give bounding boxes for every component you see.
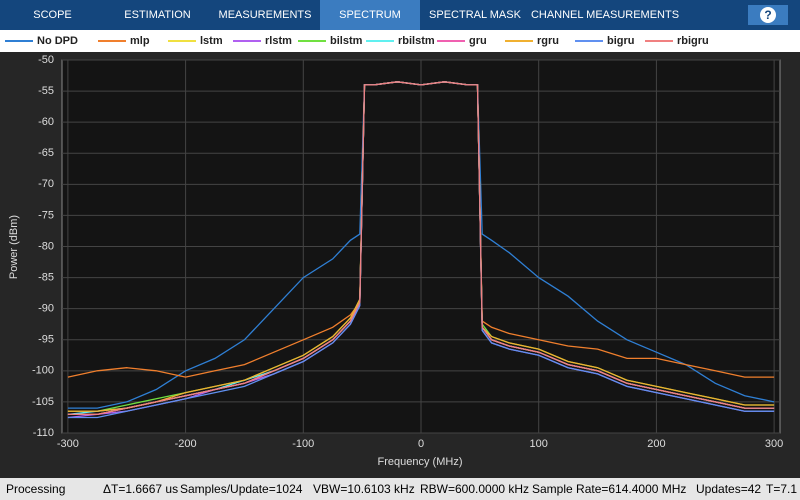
legend-label: bigru bbox=[607, 35, 635, 47]
y-tick-label: -60 bbox=[38, 116, 54, 128]
y-tick-label: -65 bbox=[38, 147, 54, 159]
legend-label: rgru bbox=[537, 35, 559, 47]
status-info: ΔT=1.6667 us bbox=[103, 482, 179, 496]
status-info: VBW=10.6103 kHz bbox=[313, 482, 415, 496]
y-tick-label: -85 bbox=[38, 271, 54, 283]
tab[interactable]: ESTIMATION bbox=[124, 9, 191, 21]
y-tick-label: -90 bbox=[38, 303, 54, 315]
tab[interactable]: SPECTRUM bbox=[320, 0, 420, 30]
tab[interactable]: SCOPE bbox=[33, 9, 72, 21]
status-state: Processing bbox=[6, 482, 66, 496]
legend-label: rbilstm bbox=[398, 35, 435, 47]
legend-label: No DPD bbox=[37, 35, 78, 47]
y-tick-label: -95 bbox=[38, 334, 54, 346]
x-tick-label: 200 bbox=[647, 438, 665, 450]
x-tick-label: -100 bbox=[292, 438, 314, 450]
y-tick-label: -70 bbox=[38, 178, 54, 190]
legend-label: lstm bbox=[200, 35, 223, 47]
help-icon[interactable]: ? bbox=[760, 7, 776, 23]
y-tick-label: -110 bbox=[33, 427, 54, 439]
y-axis-label: Power (dBm) bbox=[8, 215, 20, 279]
x-tick-label: 0 bbox=[418, 438, 424, 450]
legend-label: gru bbox=[469, 35, 487, 47]
status-info: Samples/Update=1024 bbox=[180, 482, 303, 496]
legend-label: mlp bbox=[130, 35, 150, 47]
legend: No DPD mlp lstm rlstm bilstm rbilstm gru rgru bi… bbox=[0, 30, 800, 52]
tab[interactable]: SPECTRAL MASK bbox=[429, 9, 521, 21]
x-tick-label: 100 bbox=[530, 438, 548, 450]
y-tick-label: -75 bbox=[38, 209, 54, 221]
status-info: Sample Rate=614.4000 MHz bbox=[532, 482, 687, 496]
status-bar: Processing ΔT=1.6667 us Samples/Update=102… bbox=[0, 478, 800, 500]
y-tick-label: -105 bbox=[32, 396, 54, 408]
y-tick-label: -100 bbox=[32, 365, 54, 377]
x-tick-label: -200 bbox=[175, 438, 197, 450]
status-info: T=7.1 bbox=[766, 482, 798, 496]
y-tick-label: -50 bbox=[38, 54, 54, 66]
tab[interactable]: CHANNEL MEASUREMENTS bbox=[530, 9, 680, 21]
chart: Frequency (MHz) Power (dBm) -50 -55 -60 -65… bbox=[0, 52, 800, 478]
legend-label: rbigru bbox=[677, 35, 709, 47]
y-tick-label: -55 bbox=[38, 85, 54, 97]
x-tick-label: 300 bbox=[765, 438, 783, 450]
x-axis-label: Frequency (MHz) bbox=[378, 456, 463, 468]
tab-bar: ? SCOPE ESTIMATION MEASUREMENTS SPECTRUM SPE… bbox=[0, 0, 800, 30]
series-line bbox=[67, 81, 775, 416]
status-info: RBW=600.0000 kHz bbox=[420, 482, 530, 496]
legend-label: rlstm bbox=[265, 35, 292, 47]
x-tick-label: -300 bbox=[57, 438, 79, 450]
y-tick-label: -80 bbox=[38, 240, 54, 252]
legend-label: bilstm bbox=[330, 35, 363, 47]
help-button[interactable]: ? bbox=[748, 5, 788, 25]
tab[interactable]: MEASUREMENTS bbox=[218, 9, 312, 21]
status-info: Updates=42 bbox=[696, 482, 762, 496]
